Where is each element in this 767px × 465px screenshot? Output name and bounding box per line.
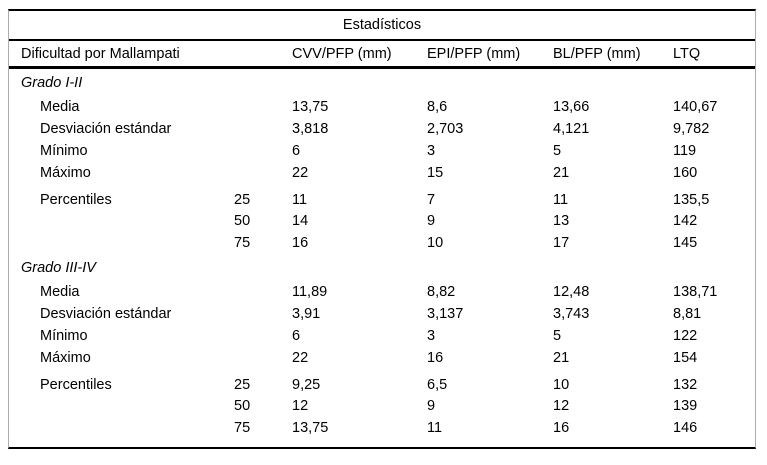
stat-value: 12 bbox=[292, 398, 309, 414]
stat-label: Desviación estándar bbox=[40, 306, 172, 322]
stat-value: 2,703 bbox=[427, 121, 464, 137]
table-row: 50 14 9 13 142 bbox=[9, 210, 755, 232]
percentile-value: 75 bbox=[234, 235, 251, 251]
table-row: 50 12 9 12 139 bbox=[9, 395, 755, 417]
stat-value: 5 bbox=[553, 328, 562, 344]
stat-value: 8,6 bbox=[427, 99, 448, 115]
stat-label: Desviación estándar bbox=[40, 121, 172, 137]
stat-value: 16 bbox=[553, 420, 570, 436]
table-row: Máximo 22 16 21 154 bbox=[9, 347, 755, 369]
stat-value: 160 bbox=[673, 165, 698, 181]
stat-value: 10 bbox=[553, 377, 570, 393]
table-row: 75 16 10 17 145 bbox=[9, 232, 755, 254]
stat-value: 122 bbox=[673, 328, 698, 344]
table-row: Percentiles 25 11 7 11 135,5 bbox=[9, 184, 755, 210]
stat-value: 142 bbox=[673, 213, 698, 229]
stat-value: 17 bbox=[553, 235, 570, 251]
stat-value: 4,121 bbox=[553, 121, 590, 137]
column-header-ltq: LTQ bbox=[673, 45, 701, 62]
stat-value: 15 bbox=[427, 165, 444, 181]
stat-value: 21 bbox=[553, 350, 570, 366]
stat-value: 11 bbox=[292, 192, 308, 208]
stat-value: 12 bbox=[553, 398, 570, 414]
stat-label: Mínimo bbox=[40, 143, 88, 159]
stat-value: 3,743 bbox=[553, 306, 590, 322]
stat-value: 145 bbox=[673, 235, 698, 251]
stat-label: Mínimo bbox=[40, 328, 88, 344]
stat-label: Percentiles bbox=[40, 377, 112, 393]
stat-value: 11 bbox=[553, 192, 569, 208]
stat-value: 13,75 bbox=[292, 99, 329, 115]
stat-label: Media bbox=[40, 99, 80, 115]
stat-value: 5 bbox=[553, 143, 562, 159]
stat-label: Percentiles bbox=[40, 192, 112, 208]
stat-value: 6,5 bbox=[427, 377, 448, 393]
stat-value: 9,25 bbox=[292, 377, 321, 393]
section-label: Grado I-II bbox=[21, 74, 83, 91]
stat-value: 11 bbox=[427, 420, 443, 436]
percentile-value: 75 bbox=[234, 420, 251, 436]
table-row: 75 13,75 11 16 146 bbox=[9, 417, 755, 439]
stat-value: 21 bbox=[553, 165, 570, 181]
section-label: Grado III-IV bbox=[21, 259, 96, 276]
stat-value: 13,75 bbox=[292, 420, 329, 436]
column-header-cvv-pfp: CVV/PFP (mm) bbox=[292, 45, 392, 62]
stat-label: Máximo bbox=[40, 165, 91, 181]
stat-value: 10 bbox=[427, 235, 444, 251]
section-row: Grado I-II bbox=[9, 69, 755, 96]
stat-value: 132 bbox=[673, 377, 698, 393]
percentile-value: 50 bbox=[234, 213, 251, 229]
stat-value: 6 bbox=[292, 328, 301, 344]
stat-value: 9 bbox=[427, 398, 436, 414]
table-row: Percentiles 25 9,25 6,5 10 132 bbox=[9, 369, 755, 395]
stat-value: 119 bbox=[673, 143, 697, 159]
stat-value: 16 bbox=[427, 350, 444, 366]
table-body: Grado I-II Media 13,75 8,6 13,66 140,67 Desvia… bbox=[9, 69, 755, 447]
stat-value: 8,82 bbox=[427, 284, 456, 300]
percentile-value: 25 bbox=[234, 377, 251, 393]
stat-value: 13 bbox=[553, 213, 570, 229]
column-header-epi-pfp: EPI/PFP (mm) bbox=[427, 45, 521, 62]
statistics-table: Estadísticos Dificultad por Mallampati C… bbox=[8, 9, 756, 449]
stat-value: 9 bbox=[427, 213, 436, 229]
table-row: Máximo 22 15 21 160 bbox=[9, 162, 755, 184]
table-row: Mínimo 6 3 5 122 bbox=[9, 325, 755, 347]
stat-value: 3 bbox=[427, 328, 436, 344]
stat-value: 11,89 bbox=[292, 284, 328, 300]
stat-value: 8,81 bbox=[673, 306, 702, 322]
stat-value: 22 bbox=[292, 165, 309, 181]
table-row: Desviación estándar 3,91 3,137 3,743 8,81 bbox=[9, 303, 755, 325]
stat-label: Media bbox=[40, 284, 80, 300]
stat-value: 140,67 bbox=[673, 99, 718, 115]
stat-label: Máximo bbox=[40, 350, 91, 366]
stat-value: 3,137 bbox=[427, 306, 464, 322]
table-row: Mínimo 6 3 5 119 bbox=[9, 140, 755, 162]
table-row: Desviación estándar 3,818 2,703 4,121 9,782 bbox=[9, 118, 755, 140]
percentile-value: 50 bbox=[234, 398, 251, 414]
table-title: Estadísticos bbox=[9, 11, 755, 41]
stat-value: 146 bbox=[673, 420, 698, 436]
stat-value: 3 bbox=[427, 143, 436, 159]
section-row: Grado III-IV bbox=[9, 254, 755, 281]
stat-value: 3,91 bbox=[292, 306, 321, 322]
stat-value: 139 bbox=[673, 398, 698, 414]
stat-value: 135,5 bbox=[673, 192, 710, 208]
column-header-bl-pfp: BL/PFP (mm) bbox=[553, 45, 641, 62]
table-row: Media 13,75 8,6 13,66 140,67 bbox=[9, 96, 755, 118]
stat-value: 16 bbox=[292, 235, 309, 251]
table-header-row: Dificultad por Mallampati CVV/PFP (mm) E… bbox=[9, 41, 755, 69]
stat-value: 12,48 bbox=[553, 284, 590, 300]
column-header-mallampati: Dificultad por Mallampati bbox=[21, 45, 180, 62]
stat-value: 9,782 bbox=[673, 121, 710, 137]
percentile-value: 25 bbox=[234, 192, 251, 208]
stat-value: 138,71 bbox=[673, 284, 718, 300]
stat-value: 3,818 bbox=[292, 121, 329, 137]
table-row: Media 11,89 8,82 12,48 138,71 bbox=[9, 281, 755, 303]
stat-value: 14 bbox=[292, 213, 309, 229]
stat-value: 154 bbox=[673, 350, 698, 366]
stat-value: 13,66 bbox=[553, 99, 590, 115]
stat-value: 6 bbox=[292, 143, 301, 159]
stat-value: 7 bbox=[427, 192, 436, 208]
stat-value: 22 bbox=[292, 350, 309, 366]
